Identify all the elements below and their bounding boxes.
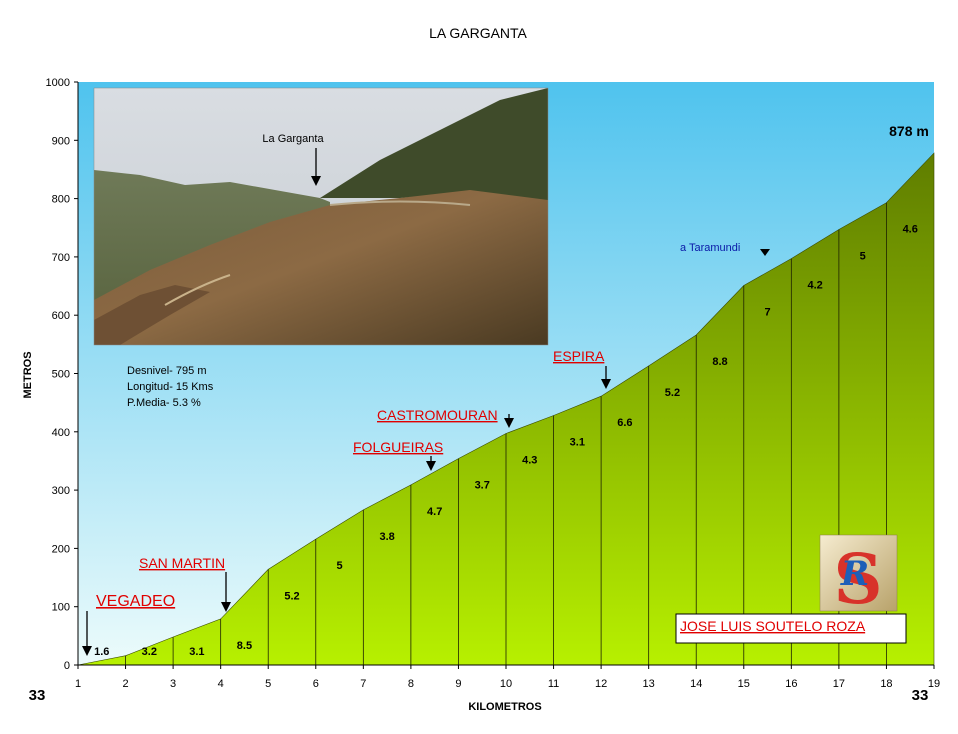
road-number-left: 33 — [29, 687, 46, 704]
place-espira-arrow — [601, 366, 611, 389]
svg-text:S: S — [833, 540, 882, 620]
landscape-photo — [93, 87, 549, 346]
x-tick-label: 17 — [833, 678, 845, 690]
y-tick-label: 100 — [52, 602, 70, 614]
segment-grade-label: 5.2 — [284, 590, 299, 602]
y-tick-label: 300 — [52, 485, 70, 497]
place-san-martin: SAN MARTIN — [139, 555, 225, 571]
place-vegadeo: VEGADEO — [96, 593, 175, 610]
photo-caption: La Garganta — [262, 133, 324, 145]
place-espira: ESPIRA — [553, 348, 605, 364]
x-tick-label: 3 — [170, 678, 176, 690]
segment-grade-label: 4.7 — [427, 506, 442, 518]
y-tick-label: 200 — [52, 543, 70, 555]
segment-grade-label: 3.7 — [475, 480, 490, 492]
x-tick-label: 10 — [500, 678, 512, 690]
stat-desnivel: Desnivel- 795 m — [127, 365, 206, 377]
x-tick-label: 13 — [643, 678, 655, 690]
y-axis-label: METROS — [22, 351, 34, 398]
y-tick-label: 600 — [52, 310, 70, 322]
author-box — [675, 613, 907, 644]
segment-grade-label: 5 — [336, 560, 342, 572]
x-tick-label: 19 — [928, 678, 940, 690]
place-castromouran: CASTROMOURAN — [377, 407, 498, 423]
segment-grade-label: 3.1 — [570, 436, 585, 448]
x-tick-label: 12 — [595, 678, 607, 690]
segment-grade-label: 3.8 — [379, 531, 394, 543]
segment-grade-label: 1.6 — [94, 646, 109, 658]
segment-grade-label: 6.6 — [617, 417, 632, 429]
place-castromouran-arrow — [504, 414, 514, 428]
place-folgueiras-arrow — [426, 456, 436, 471]
x-tick-label: 6 — [313, 678, 319, 690]
x-tick-label: 11 — [548, 678, 559, 690]
segment-grade-label: 3.1 — [189, 646, 204, 658]
x-tick-label: 9 — [455, 678, 461, 690]
segment-grade-label: 4.6 — [903, 224, 918, 236]
author-name: JOSE LUIS SOUTELO ROZA — [680, 618, 866, 634]
y-tick-label: 400 — [52, 427, 70, 439]
segment-grade-label: 7 — [764, 306, 770, 318]
photo-caption-arrow — [311, 148, 321, 186]
x-tick-label: 4 — [218, 678, 224, 690]
road-number-right: 33 — [912, 687, 929, 704]
x-tick-label: 5 — [265, 678, 271, 690]
place-san-martin-arrow — [221, 572, 231, 612]
x-tick-label: 16 — [785, 678, 797, 690]
segment-grade-label: 5.2 — [665, 387, 680, 399]
x-axis-label: KILOMETROS — [468, 701, 541, 713]
x-tick-label: 18 — [880, 678, 892, 690]
segment-grade-labels: 1.6 3.2 3.1 8.5 5.2 5 3.8 4.7 3.7 4.3 3.1 6.6 5.2 8.8… — [94, 224, 918, 658]
x-tick-label: 14 — [690, 678, 702, 690]
segment-grade-label: 8.8 — [712, 356, 727, 368]
y-tick-label: 700 — [52, 252, 70, 264]
place-folgueiras: FOLGUEIRAS — [353, 439, 443, 455]
route-note-taramundi: a Taramundi — [680, 242, 740, 254]
y-tick-label: 0 — [64, 660, 70, 672]
chart-title: LA GARGANTA — [429, 25, 527, 41]
segment-grade-label: 5 — [860, 250, 866, 262]
x-tick-label: 7 — [360, 678, 366, 690]
y-tick-label: 500 — [52, 369, 70, 381]
segment-grade-label: 4.2 — [807, 280, 822, 292]
segment-grade-label: 3.2 — [142, 646, 157, 658]
stat-pendiente-media: P.Media- 5.3 % — [127, 397, 201, 409]
author-logo: S R — [819, 534, 898, 620]
x-tick-label: 8 — [408, 678, 414, 690]
y-tick-label: 800 — [52, 194, 70, 206]
y-tick-label: 900 — [52, 135, 70, 147]
x-axis-ticks: 1 2 3 4 5 6 7 8 9 10 11 12 13 14 15 16 17 18 19 — [75, 665, 940, 690]
y-tick-label: 1000 — [46, 77, 70, 89]
summit-label: 878 m — [889, 123, 929, 139]
svg-text:R: R — [840, 554, 869, 594]
x-tick-label: 15 — [738, 678, 750, 690]
stat-longitud: Longitud- 15 Kms — [127, 381, 214, 393]
segment-grade-label: 8.5 — [237, 640, 252, 652]
place-vegadeo-arrow — [82, 611, 92, 656]
y-axis-ticks: 0 100 200 300 400 500 600 700 800 900 1000 — [46, 77, 78, 672]
route-note-arrow — [760, 249, 770, 256]
x-tick-label: 2 — [122, 678, 128, 690]
x-tick-label: 1 — [75, 678, 81, 690]
segment-grade-label: 4.3 — [522, 455, 537, 467]
